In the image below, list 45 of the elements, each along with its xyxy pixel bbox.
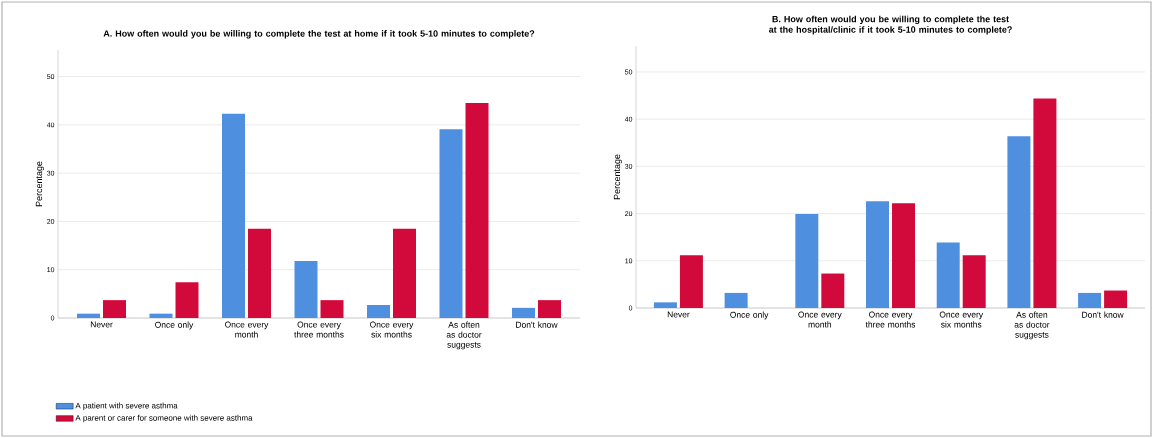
bar: [724, 292, 748, 308]
x-tick-label: As often as doctor suggests: [1014, 311, 1050, 340]
x-tick-label: Once only: [155, 321, 194, 330]
bar: [77, 313, 100, 318]
bar: [367, 304, 390, 318]
bar: [936, 242, 960, 308]
x-tick-label: Don't know: [1082, 311, 1124, 318]
bar: [149, 313, 173, 318]
bar: [320, 300, 344, 318]
bar: [795, 214, 819, 308]
bar: [393, 228, 416, 318]
bar: [175, 282, 199, 318]
x-tick-label: Once every month: [798, 311, 842, 328]
bar: [439, 129, 463, 318]
bar: [222, 113, 245, 318]
x-tick-label: Once only: [730, 311, 769, 320]
x-tick-label: Once every three months: [865, 311, 916, 328]
bar: [679, 255, 703, 308]
bar: [512, 307, 535, 318]
bar: [653, 302, 677, 308]
bar: [892, 203, 916, 308]
x-tick-label: Never: [667, 311, 690, 318]
x-tick-label: Once every six months: [939, 311, 984, 328]
x-tick-label: Once every three months: [294, 321, 344, 338]
bar: [538, 300, 561, 318]
chart-title: B. How often would you be willing to complete the test at the hospital/clinic if it took 5-10 minutes to complete?: [768, 15, 1012, 35]
bar: [103, 300, 126, 318]
bar: [962, 255, 986, 308]
y-axis-title: Percentage: [613, 154, 622, 200]
x-tick-label: Once every six months: [370, 321, 414, 338]
bar: [1007, 136, 1031, 308]
chart-title: A. How often would you be willing to complete the test at home if it took 5-10 minutes to complete?: [103, 30, 535, 39]
x-tick-label: Never: [90, 321, 113, 328]
bar: [1104, 290, 1128, 308]
x-tick-label: As often as doctor suggests: [446, 321, 482, 350]
bar: [1033, 98, 1057, 308]
y-axis-title: Percentage: [35, 161, 44, 207]
bar: [294, 261, 318, 318]
bar: [1078, 292, 1102, 308]
bar: [866, 201, 890, 308]
bar: [465, 103, 489, 318]
x-tick-label: Once every month: [225, 321, 269, 338]
x-tick-label: Don't know: [516, 321, 558, 328]
bar: [821, 273, 845, 308]
bar: [248, 228, 271, 318]
